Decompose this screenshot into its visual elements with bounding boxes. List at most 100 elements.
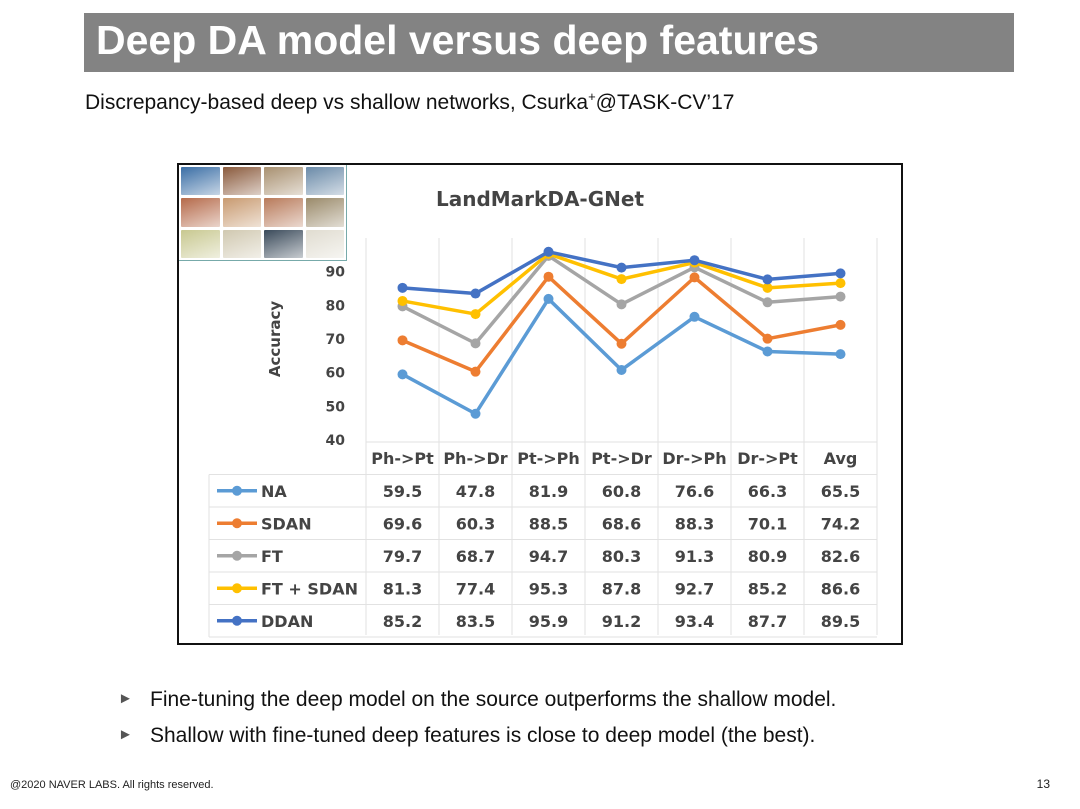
data-point (835, 278, 846, 289)
data-point (397, 295, 408, 306)
x-tick-label: Ph->Dr (443, 449, 507, 468)
legend-swatch-marker (232, 615, 242, 626)
y-tick-label: 70 (326, 332, 346, 348)
data-label: 91.2 (602, 612, 641, 631)
data-label: 85.2 (383, 612, 422, 631)
landmark-thumbnail-image (222, 167, 261, 196)
data-point (470, 338, 481, 349)
data-label: 86.6 (821, 579, 860, 598)
data-label: 87.8 (602, 579, 641, 598)
data-point (616, 274, 627, 285)
data-label: 47.8 (456, 482, 495, 501)
data-label: 68.6 (602, 514, 641, 533)
y-tick-label: 90 (326, 265, 346, 281)
landmark-thumbnail-image (305, 167, 344, 196)
data-point (543, 246, 554, 257)
data-label: 85.2 (748, 579, 787, 598)
bullet-text: Fine-tuning the deep model on the source… (150, 688, 837, 711)
data-point (470, 288, 481, 299)
data-label: 59.5 (383, 482, 422, 501)
data-label: 69.6 (383, 514, 422, 533)
data-label: 93.4 (675, 612, 714, 631)
data-label: 95.3 (529, 579, 568, 598)
page-number: 13 (1036, 777, 1050, 791)
data-point (470, 309, 481, 320)
data-point (762, 282, 773, 293)
legend-label: DDAN (261, 612, 313, 631)
data-label: 79.7 (383, 547, 422, 566)
data-label: 88.5 (529, 514, 568, 533)
data-point (689, 255, 700, 266)
data-point (762, 297, 773, 308)
legend-label: FT (261, 547, 283, 566)
data-label: 91.3 (675, 547, 714, 566)
data-label: 66.3 (748, 482, 787, 501)
y-axis-label: Accuracy (266, 301, 284, 377)
series-line (401, 297, 841, 416)
subtitle-sup: + (588, 89, 596, 104)
series-line (401, 274, 841, 374)
data-label: 74.2 (821, 514, 860, 533)
data-point (835, 268, 846, 279)
x-tick-label: Ph->Pt (371, 449, 434, 468)
x-tick-label: Dr->Pt (737, 449, 798, 468)
data-point (616, 364, 627, 375)
data-label: 80.3 (602, 547, 641, 566)
data-point (616, 299, 627, 310)
landmark-thumbnail-image (264, 167, 303, 196)
data-point (397, 335, 408, 346)
x-tick-label: Avg (824, 449, 858, 468)
data-point (397, 369, 408, 380)
data-point (762, 274, 773, 285)
data-label: 65.5 (821, 482, 860, 501)
data-label: 60.3 (456, 514, 495, 533)
subtitle-main: Discrepancy-based deep vs shallow networ… (85, 91, 589, 114)
landmark-thumbnail-image (222, 198, 261, 227)
thumbnail-grid (179, 165, 347, 261)
slide-subtitle: Discrepancy-based deep vs shallow networ… (85, 89, 734, 115)
data-label: 68.7 (456, 547, 495, 566)
title-bar: Deep DA model versus deep features (84, 13, 1014, 72)
chart-figure: LandMarkDA-GNetAccuracy405060708090100Ph… (177, 163, 903, 645)
legend-label: FT + SDAN (261, 579, 358, 598)
data-point (470, 366, 481, 377)
data-point (616, 338, 627, 349)
landmark-thumbnail-image (264, 198, 303, 227)
data-point (835, 349, 846, 360)
landmark-thumbnail-image (305, 198, 344, 227)
data-label: 89.5 (821, 612, 860, 631)
legend-label: NA (261, 482, 287, 501)
data-label: 76.6 (675, 482, 714, 501)
data-point (835, 291, 846, 302)
legend-swatch-marker (232, 550, 242, 561)
y-tick-label: 80 (326, 298, 346, 314)
data-point (543, 271, 554, 282)
data-point (397, 282, 408, 293)
data-label: 92.7 (675, 579, 714, 598)
data-label: 88.3 (675, 514, 714, 533)
data-label: 94.7 (529, 547, 568, 566)
data-label: 60.8 (602, 482, 641, 501)
landmark-thumbnail-image (181, 229, 220, 258)
landmark-thumbnail-image (222, 229, 261, 258)
bullet-arrow-icon: ► (118, 726, 133, 743)
bullet-text: Shallow with fine-tuned deep features is… (150, 724, 816, 747)
data-label: 87.7 (748, 612, 787, 631)
chart-title: LandMarkDA-GNet (436, 187, 644, 211)
data-point (470, 408, 481, 419)
slide-title: Deep DA model versus deep features (96, 17, 820, 63)
landmark-thumbnail-image (305, 229, 344, 258)
data-point (689, 272, 700, 283)
x-tick-label: Pt->Ph (517, 449, 580, 468)
data-label: 82.6 (821, 547, 860, 566)
landmark-thumbnail-image (181, 198, 220, 227)
data-point (762, 333, 773, 344)
x-tick-label: Pt->Dr (591, 449, 652, 468)
subtitle-venue: @TASK-CV’17 (595, 91, 735, 114)
legend-swatch-marker (232, 485, 242, 496)
landmark-thumbnail-image (181, 167, 220, 196)
data-point (762, 346, 773, 357)
data-label: 95.9 (529, 612, 568, 631)
x-tick-label: Dr->Ph (662, 449, 726, 468)
copyright-footer: @2020 NAVER LABS. All rights reserved. (10, 779, 214, 791)
